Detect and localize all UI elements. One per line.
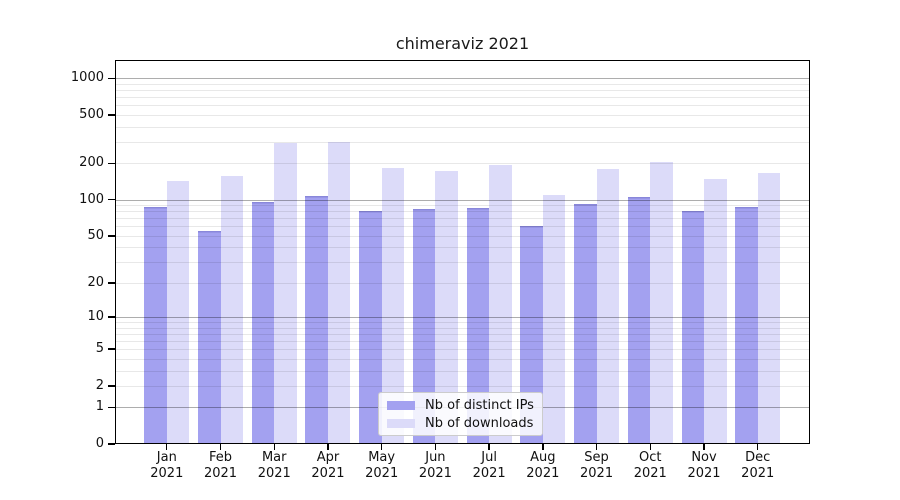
x-tick-mark-nov	[703, 444, 705, 450]
y-tick-mark-500	[108, 114, 115, 116]
bar-jan-downloads	[166, 180, 190, 444]
bar-jun-downloads	[435, 170, 458, 444]
x-tick-mark-feb	[219, 444, 222, 450]
bar-oct-downloads	[650, 162, 673, 444]
legend-swatch-distinct-ips	[387, 400, 415, 410]
y-tick-label-1000: 1000	[70, 70, 104, 86]
x-tick-mark-dec	[757, 444, 759, 450]
y-tick-label-20: 20	[87, 274, 104, 290]
y-tick-mark-0	[108, 443, 115, 445]
bar-dec-downloads	[757, 172, 781, 444]
y-tick-label-200: 200	[79, 155, 104, 171]
y-tick-mark-50	[108, 235, 115, 237]
x-tick-mark-sep	[595, 444, 598, 450]
x-tick-label-sep: Sep 2021	[580, 450, 614, 481]
bar-may-downloads	[381, 168, 405, 444]
x-tick-label-aug: Aug 2021	[526, 450, 560, 481]
bar-aug-downloads	[542, 194, 566, 444]
bar-nov-distinct-ips	[681, 211, 704, 444]
x-tick-mark-apr	[327, 444, 329, 450]
bars-layer	[115, 60, 810, 444]
bar-may-distinct-ips	[359, 211, 382, 444]
x-tick-label-may: May 2021	[365, 450, 399, 481]
y-tick-label-5: 5	[95, 341, 104, 357]
y-tick-mark-1000	[108, 77, 115, 80]
bar-feb-distinct-ips	[198, 230, 221, 444]
bar-jul-distinct-ips	[466, 208, 490, 444]
y-tick-mark-200	[108, 162, 115, 164]
y-tick-mark-5	[108, 348, 115, 350]
x-tick-mark-may	[380, 444, 383, 450]
y-tick-mark-2	[108, 385, 115, 387]
x-tick-label-feb: Feb 2021	[203, 450, 238, 481]
x-tick-mark-mar	[273, 444, 275, 450]
y-tick-label-50: 50	[87, 227, 104, 243]
y-tick-mark-100	[108, 199, 115, 201]
bar-sep-downloads	[596, 168, 620, 444]
bar-apr-downloads	[327, 142, 351, 444]
bar-dec-distinct-ips	[735, 207, 758, 444]
y-tick-label-2: 2	[95, 377, 104, 393]
y-tick-label-100: 100	[79, 191, 104, 207]
x-tick-label-jun: Jun 2021	[418, 450, 452, 481]
y-tick-mark-10	[108, 316, 115, 318]
x-tick-mark-jun	[434, 444, 437, 450]
bar-jan-distinct-ips	[144, 207, 167, 444]
legend: Nb of distinct IPs Nb of downloads	[378, 392, 543, 436]
x-tick-label-oct: Oct 2021	[633, 450, 667, 481]
bar-jun-distinct-ips	[412, 208, 436, 444]
bar-feb-downloads	[220, 175, 244, 444]
x-tick-mark-aug	[542, 444, 544, 450]
chart-title: chimeraviz 2021	[395, 34, 530, 53]
y-tick-label-10: 10	[87, 309, 104, 325]
x-tick-label-apr: Apr 2021	[311, 450, 345, 481]
bar-aug-distinct-ips	[520, 225, 543, 444]
legend-item-downloads: Nb of downloads	[387, 416, 534, 431]
x-tick-label-nov: Nov 2021	[687, 450, 721, 481]
bar-oct-distinct-ips	[627, 196, 651, 444]
bar-nov-downloads	[704, 179, 727, 444]
bar-mar-downloads	[274, 143, 297, 444]
x-tick-label-dec: Dec 2021	[741, 450, 775, 481]
x-tick-mark-jul	[488, 444, 490, 450]
y-tick-mark-1	[108, 406, 115, 408]
x-tick-label-jan: Jan 2021	[150, 450, 184, 481]
plot-area	[115, 60, 810, 444]
y-tick-label-500: 500	[79, 106, 104, 122]
bar-jul-downloads	[489, 165, 512, 444]
x-tick-label-mar: Mar 2021	[257, 450, 291, 481]
bar-sep-distinct-ips	[574, 203, 597, 444]
legend-label-downloads: Nb of downloads	[425, 415, 534, 431]
legend-label-distinct-ips: Nb of distinct IPs	[425, 397, 534, 413]
bar-apr-distinct-ips	[305, 195, 328, 444]
y-tick-mark-20	[108, 282, 115, 284]
y-tick-label-1: 1	[95, 399, 104, 415]
legend-swatch-downloads	[387, 418, 415, 428]
x-tick-label-jul: Jul 2021	[472, 450, 506, 481]
legend-item-distinct-ips: Nb of distinct IPs	[387, 398, 534, 413]
bar-mar-distinct-ips	[251, 201, 275, 444]
x-tick-mark-oct	[649, 444, 651, 450]
y-tick-label-0: 0	[95, 436, 104, 451]
x-tick-mark-jan	[166, 444, 168, 450]
